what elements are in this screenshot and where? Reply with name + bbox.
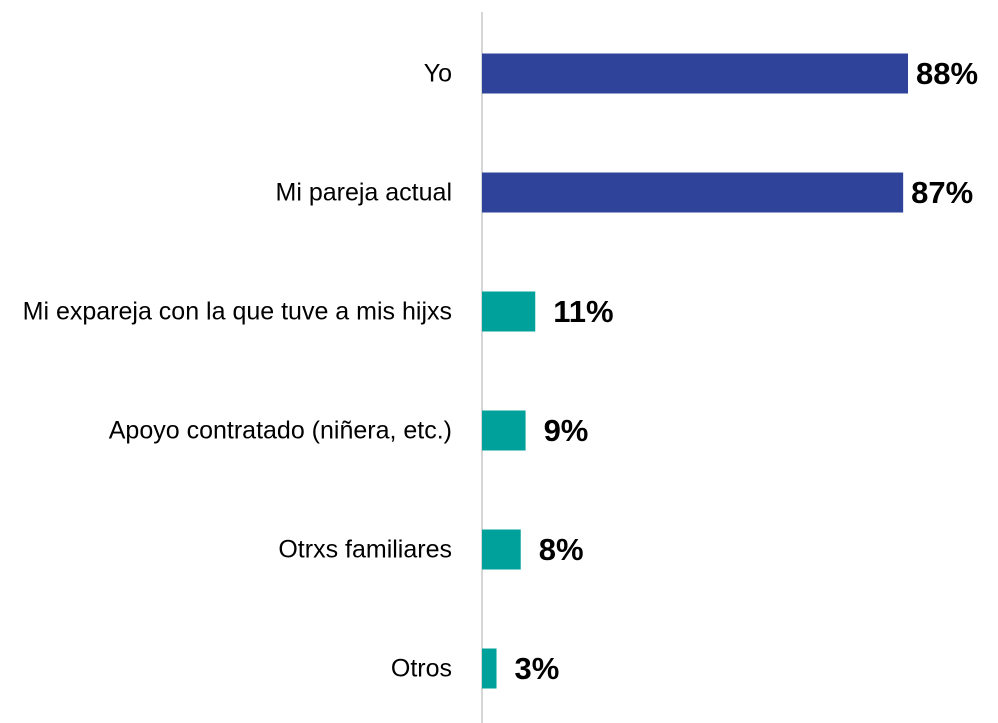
value-label: 8% (538, 531, 584, 567)
value-label: 3% (514, 650, 560, 686)
bar (482, 648, 497, 689)
bar (482, 410, 526, 451)
category-label: Mi expareja con la que tuve a mis hijxs (22, 297, 452, 325)
bar (482, 529, 521, 570)
category-label: Yo (423, 59, 452, 87)
category-label: Otros (390, 654, 452, 682)
value-label: 9% (543, 412, 589, 448)
category-label: Otrxs familiares (278, 535, 452, 563)
bar (482, 53, 908, 94)
value-label: 88% (916, 55, 979, 91)
bar (482, 172, 904, 213)
value-label: 87% (911, 174, 974, 210)
value-label: 11% (553, 293, 614, 329)
category-label: Apoyo contratado (niñera, etc.) (108, 416, 452, 444)
bar (482, 291, 536, 332)
category-label: Mi pareja actual (275, 178, 452, 206)
